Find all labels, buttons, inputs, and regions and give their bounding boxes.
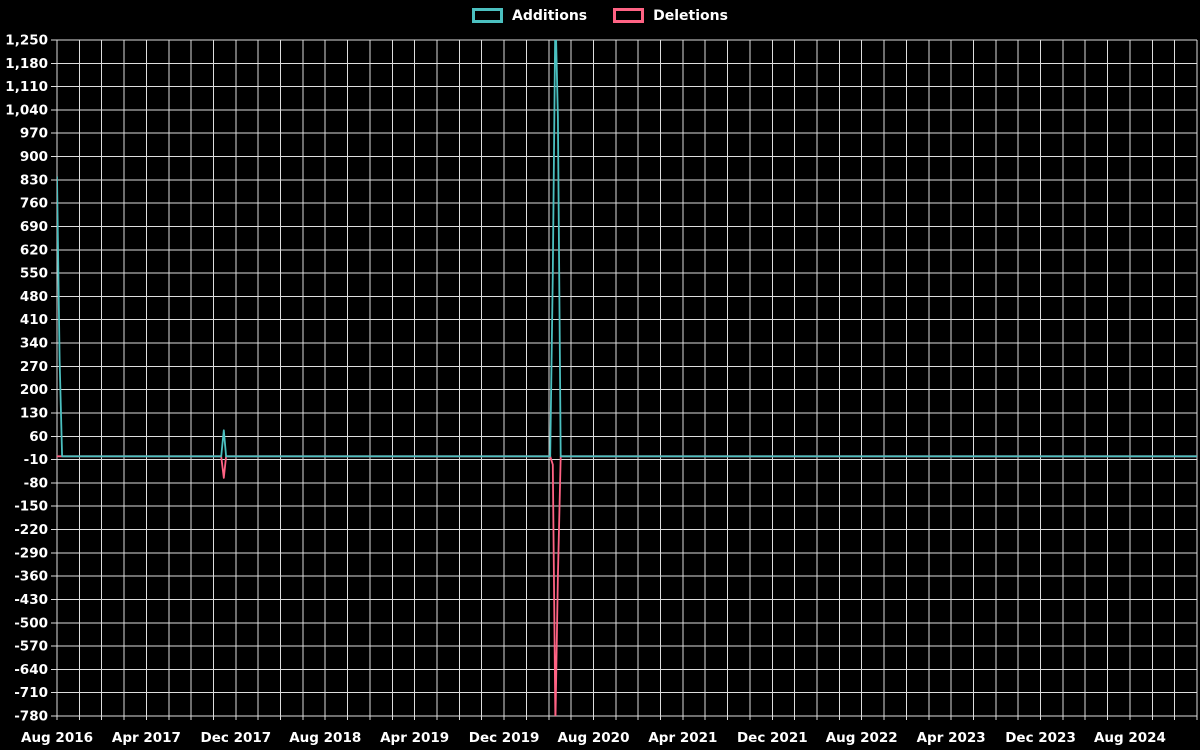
y-tick-label: -570: [14, 639, 48, 655]
x-tick-label: Dec 2021: [737, 730, 808, 746]
y-tick-label: -150: [14, 499, 48, 515]
y-tick-label: -710: [14, 685, 48, 701]
y-tick-label: 970: [20, 126, 48, 142]
x-tick-label: Apr 2023: [917, 730, 986, 746]
x-tick-label: Apr 2017: [112, 730, 181, 746]
y-tick-label: 340: [20, 336, 48, 352]
y-tick-label: 480: [20, 289, 48, 305]
y-tick-label: 620: [20, 242, 48, 258]
x-axis-labels: Aug 2016 Apr 2017 Dec 2017 Aug 2018 Apr 2019…: [21, 730, 1166, 746]
y-tick-label: -290: [14, 545, 48, 561]
y-tick-label: -500: [14, 615, 48, 631]
deletions-line: [57, 455, 1197, 716]
legend-item-additions[interactable]: Additions: [472, 8, 587, 23]
y-tick-label: 1,040: [5, 102, 48, 118]
y-tick-label: 60: [29, 429, 48, 445]
y-tick-label: 900: [20, 149, 48, 165]
chart-legend: Additions Deletions: [0, 8, 1200, 23]
x-tick-label: Aug 2022: [826, 730, 898, 746]
y-tick-label: -360: [14, 569, 48, 585]
additions-swatch-icon: [472, 8, 504, 23]
legend-label-deletions: Deletions: [653, 7, 728, 24]
y-tick-label: -430: [14, 592, 48, 608]
y-tick-label: -80: [24, 475, 48, 491]
y-tick-label: 200: [20, 382, 48, 398]
x-tick-label: Dec 2019: [469, 730, 540, 746]
y-tick-label: 690: [20, 219, 48, 235]
x-tick-label: Apr 2019: [380, 730, 449, 746]
y-tick-label: 1,250: [5, 33, 48, 49]
y-tick-label: 410: [20, 312, 48, 328]
y-tick-label: -220: [14, 522, 48, 538]
y-tick-label: 1,180: [5, 56, 48, 72]
y-tick-label: 550: [20, 266, 48, 282]
y-axis-labels: 1,250 1,180 1,110 1,040 970 900 830 760 690 620 55…: [5, 33, 48, 725]
deletions-swatch-icon: [613, 8, 645, 23]
x-tick-label: Apr 2021: [648, 730, 717, 746]
y-tick-label: -640: [14, 662, 48, 678]
y-tick-label: 1,110: [5, 79, 48, 95]
y-tick-label: -10: [24, 452, 48, 468]
legend-label-additions: Additions: [512, 7, 588, 24]
y-tick-label: 760: [20, 196, 48, 212]
legend-item-deletions[interactable]: Deletions: [613, 8, 728, 23]
grid-lines: [51, 39, 1198, 720]
y-tick-label: 830: [20, 172, 48, 188]
y-tick-label: 270: [20, 359, 48, 375]
y-tick-label: -780: [14, 709, 48, 725]
x-tick-label: Aug 2024: [1094, 730, 1166, 746]
y-tick-label: 130: [20, 405, 48, 421]
x-tick-label: Dec 2017: [201, 730, 272, 746]
x-tick-label: Aug 2018: [289, 730, 361, 746]
x-tick-label: Aug 2016: [21, 730, 93, 746]
additions-line: [57, 40, 1197, 458]
x-tick-label: Dec 2023: [1005, 730, 1076, 746]
x-tick-label: Aug 2020: [557, 730, 629, 746]
